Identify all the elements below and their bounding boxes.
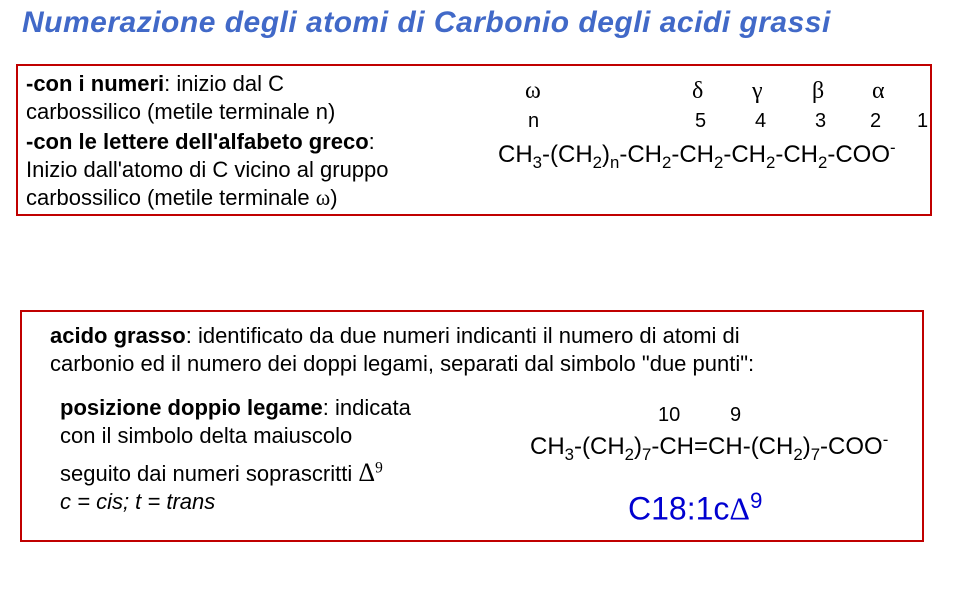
f1-p: ) [602,141,610,168]
p2-rest: : indicata [323,395,411,420]
rule2-line3: carbossilico (metile terminale ω) [26,184,338,213]
p1-rest: : identificato da due numeri indicanti i… [186,323,740,348]
rule1-rest: : inizio dal C [164,71,284,96]
num-3: 3 [815,110,826,133]
rule2-line3a: carbossilico (metile terminale [26,185,316,210]
p2-line3: seguito dai numeri soprascritti Δ9 [60,456,383,490]
omega-symbol: ω [316,185,330,210]
num-n: n [528,110,539,133]
num-4: 4 [755,110,766,133]
rule2-line1: -con le lettere dell'alfabeto greco: [26,128,375,157]
num-10: 10 [658,404,680,427]
num-1: 1 [917,110,928,133]
f1-d4: -CH [723,141,766,168]
page-title: Numerazione degli atomi di Carbonio degl… [22,6,831,40]
result-formula: C18:1cΔ9 [628,488,762,528]
formula-2: CH3-(CH2)7-CH=CH-(CH2)7-COO- [530,430,888,465]
f1-d3: -CH [671,141,714,168]
f1-d6: -COO [827,141,890,168]
f1-s3: 3 [533,153,542,172]
p1-line2: carbonio ed il numero dei doppi legami, … [50,350,754,379]
p1-line1: acido grasso: identificato da due numeri… [50,322,740,351]
f1-d2: -CH [619,141,662,168]
f2-ch3: CH [530,433,565,460]
rule1-bold: -con i numeri [26,71,164,96]
greek-gamma: γ [752,78,763,105]
f2-s7b: 7 [811,445,820,464]
num-2: 2 [870,110,881,133]
f2-d1: -(CH [574,433,625,460]
p2-line1: posizione doppio legame: indicata [60,394,411,423]
f2-p2: ) [803,433,811,460]
f2-mid: -CH=CH-(CH [651,433,793,460]
p2-line4: c = cis; t = trans [60,488,215,517]
rule2-bold: -con le lettere dell'alfabeto greco [26,129,369,154]
f1-s2b: 2 [662,153,671,172]
num-5: 5 [695,110,706,133]
rule1-line1: -con i numeri: inizio dal C [26,70,284,99]
greek-delta: δ [692,78,703,105]
p2-line2: con il simbolo delta maiuscolo [60,422,352,451]
p2-line3a: seguito dai numeri soprascritti [60,461,358,486]
f2-minus: - [883,430,889,449]
f1-minus: - [890,138,896,157]
rule2-line3b: ) [330,185,337,210]
f2-s2a: 2 [625,445,634,464]
f1-d1: -(CH [542,141,593,168]
f1-s2a: 2 [593,153,602,172]
f2-s3: 3 [565,445,574,464]
formula-1: CH3-(CH2)n-CH2-CH2-CH2-CH2-COO- [498,138,896,173]
result-a: C18:1c [628,491,729,527]
p2-bold: posizione doppio legame [60,395,323,420]
greek-alpha: α [872,78,885,105]
p1-bold: acido grasso [50,323,186,348]
rule2-rest: : [369,129,375,154]
f2-s7a: 7 [642,445,651,464]
f1-sn: n [610,153,619,172]
num-9: 9 [730,404,741,427]
greek-beta: β [812,78,824,105]
f1-d5: -CH [775,141,818,168]
f1-s2e: 2 [818,153,827,172]
f2-s2b: 2 [793,445,802,464]
result-delta: Δ [729,491,750,527]
result-sup: 9 [750,488,762,513]
f2-end: -COO [820,433,883,460]
delta-sup9: 9 [375,460,383,477]
f2-p1: ) [634,433,642,460]
delta-symbol: Δ [358,458,375,487]
rule1-line2: carbossilico (metile terminale n) [26,98,335,127]
f1-s2c: 2 [714,153,723,172]
greek-omega: ω [525,78,541,105]
rule2-line2: Inizio dall'atomo di C vicino al gruppo [26,156,389,185]
f1-ch3: CH [498,141,533,168]
f1-s2d: 2 [766,153,775,172]
